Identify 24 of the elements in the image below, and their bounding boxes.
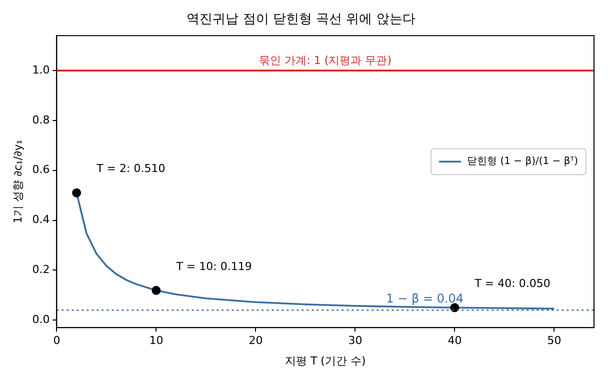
y-axis-title: 1기 성향 ∂c₁/∂y₁	[11, 140, 24, 224]
x-axis-title: 지평 T (기간 수)	[284, 354, 366, 368]
x-tick-label: 10	[149, 334, 164, 348]
ref-line-label: 1 − β = 0.04	[386, 291, 464, 306]
y-tick-label: 1.0	[32, 63, 50, 76]
point	[450, 303, 460, 312]
x-tick-label: 30	[348, 334, 362, 348]
x-tick-label: 50	[547, 334, 562, 348]
x-tick-label: 40	[448, 334, 462, 348]
y-tick-label: 0.6	[32, 163, 50, 176]
x-tick-label: 0	[53, 334, 60, 348]
y-tick-label: 0.4	[32, 213, 50, 226]
ref-line-label: 묶인 가계: 1 (지평과 무관)	[259, 54, 392, 67]
point	[152, 286, 161, 295]
x-tick-label: 20	[248, 334, 263, 348]
y-tick-label: 0.8	[32, 113, 50, 126]
chart-title: 역진귀납 점이 닫힌형 곡선 위에 앉는다	[186, 12, 416, 28]
point	[72, 188, 82, 198]
annotation: T = 2: 0.510	[96, 162, 166, 176]
annotation: T = 10: 0.119	[175, 260, 252, 273]
legend-label: 닫힌형 (1 − β)/(1 − βᵀ)	[467, 156, 578, 168]
y-tick-label: 0.0	[32, 312, 50, 326]
annotation: T = 40: 0.050	[474, 276, 550, 290]
y-tick-label: 0.2	[32, 263, 50, 276]
